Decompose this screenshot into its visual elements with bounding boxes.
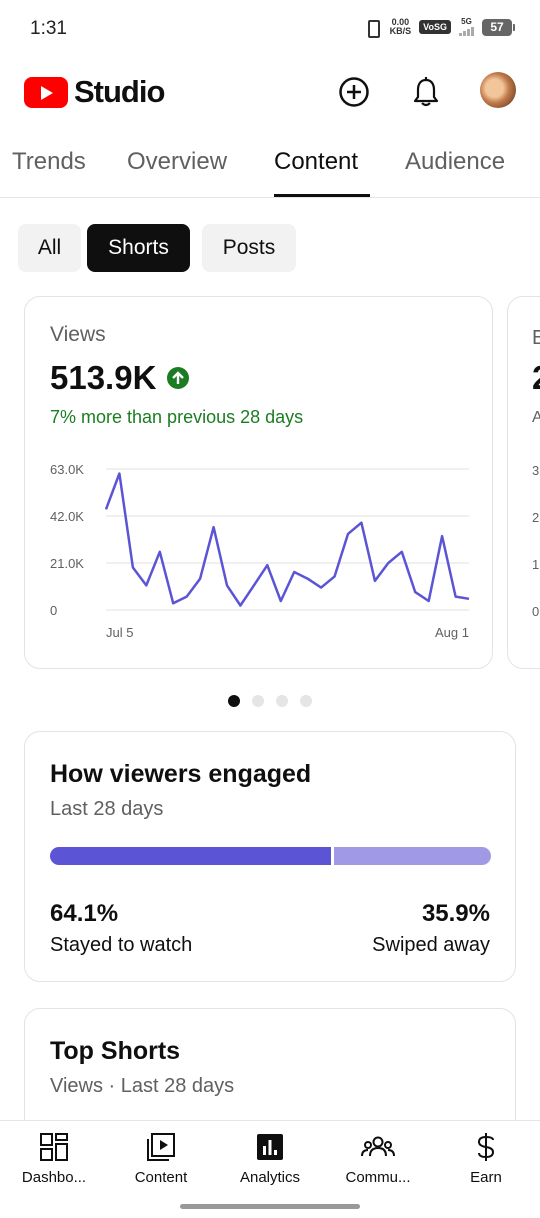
logo-text: Studio xyxy=(74,74,165,109)
youtube-logo-icon xyxy=(24,76,68,108)
home-indicator[interactable] xyxy=(180,1204,360,1209)
tab-audience[interactable]: Audience xyxy=(405,148,506,175)
active-tab-indicator xyxy=(274,194,370,197)
add-circle-icon xyxy=(339,77,369,107)
community-icon xyxy=(361,1136,395,1157)
swiped-segment xyxy=(333,847,491,865)
volte-badge: VoSG xyxy=(419,20,451,34)
stayed-label: Stayed to watch xyxy=(50,934,193,956)
signal-label: 5G xyxy=(461,17,472,26)
bell-icon xyxy=(413,77,439,107)
avatar[interactable] xyxy=(480,72,516,108)
trend-up-icon xyxy=(167,367,189,389)
bottom-navigation: Dashbo... Content Analytics xyxy=(0,1120,540,1218)
network-speed: 0.00 KB/S xyxy=(390,18,412,36)
engagement-bar xyxy=(50,847,491,865)
analytics-icon xyxy=(257,1134,283,1160)
nav-dashboard-label: Dashbo... xyxy=(21,1169,87,1186)
engagement-title: How viewers engaged xyxy=(50,760,312,788)
pager-dot[interactable] xyxy=(300,695,312,707)
views-chart: 63.0K 42.0K 21.0K 0 Jul 5 Aug 1 xyxy=(50,462,470,640)
views-series-line xyxy=(104,472,470,607)
content-icon xyxy=(147,1133,175,1161)
views-card[interactable]: Views 513.9K 7% more than previous 28 da… xyxy=(24,296,493,669)
chip-all[interactable]: All xyxy=(18,224,81,272)
y-tick-label: 63.0K xyxy=(50,462,84,477)
views-label: Views xyxy=(50,323,106,346)
nav-earn[interactable]: Earn xyxy=(436,1131,536,1186)
swiped-value: 35.9% xyxy=(421,900,490,927)
tab-content[interactable]: Content xyxy=(274,148,359,175)
next-metric-card[interactable]: E 2 A 3 2 1 0 xyxy=(507,296,540,669)
stayed-segment xyxy=(50,847,331,865)
x-tick-label: Jul 5 xyxy=(106,625,133,640)
studio-logo[interactable]: Studio xyxy=(24,74,165,110)
nav-analytics-label: Analytics xyxy=(239,1169,301,1186)
pager-dot[interactable] xyxy=(252,695,264,707)
views-value: 513.9K xyxy=(50,359,157,396)
notifications-button[interactable] xyxy=(404,70,448,114)
nav-content-label: Content xyxy=(134,1169,188,1186)
tab-overview[interactable]: Overview xyxy=(127,148,228,175)
top-shorts-subtitle: Views · Last 28 days xyxy=(50,1075,235,1097)
status-bar: 1:31 0.00 KB/S VoSG 5G 57 xyxy=(0,0,540,58)
status-time: 1:31 xyxy=(30,18,67,39)
analytics-tabs: Trends Overview Content Audience xyxy=(0,124,540,198)
vibrate-icon xyxy=(362,18,382,38)
dollar-icon xyxy=(477,1133,495,1161)
battery-icon: 57 xyxy=(482,18,515,36)
network-speed-value: 0.00 xyxy=(391,17,410,27)
views-comparison: 7% more than previous 28 days xyxy=(50,407,304,427)
y-tick-label: 0 xyxy=(50,603,57,618)
y-tick-label: 21.0K xyxy=(50,556,84,571)
create-button[interactable] xyxy=(332,70,376,114)
pager-dot[interactable] xyxy=(276,695,288,707)
y-tick-label: 42.0K xyxy=(50,509,84,524)
nav-content[interactable]: Content xyxy=(111,1131,211,1186)
nav-community[interactable]: Commu... xyxy=(328,1131,428,1186)
signal-icon: 5G xyxy=(459,18,474,36)
nav-dashboard[interactable]: Dashbo... xyxy=(4,1131,104,1186)
x-tick-label: Aug 1 xyxy=(435,625,469,640)
engagement-card: How viewers engaged Last 28 days 64.1% S… xyxy=(24,731,516,982)
swiped-label: Swiped away xyxy=(372,934,490,956)
nav-analytics[interactable]: Analytics xyxy=(220,1131,320,1186)
pager-dot[interactable] xyxy=(228,695,240,707)
carousel-pager xyxy=(228,695,312,707)
stayed-value: 64.1% xyxy=(50,900,119,927)
app-header: Studio xyxy=(0,60,540,124)
top-shorts-title: Top Shorts xyxy=(50,1037,181,1065)
chip-shorts[interactable]: Shorts xyxy=(87,224,190,272)
engagement-subtitle: Last 28 days xyxy=(50,798,164,820)
chip-posts[interactable]: Posts xyxy=(202,224,296,272)
network-speed-unit: KB/S xyxy=(389,26,412,36)
nav-community-label: Commu... xyxy=(345,1169,411,1186)
tab-trends[interactable]: Trends xyxy=(12,148,86,175)
dashboard-icon xyxy=(40,1133,68,1161)
nav-earn-label: Earn xyxy=(470,1169,502,1186)
status-icons: 0.00 KB/S VoSG 5G 57 xyxy=(362,18,515,38)
